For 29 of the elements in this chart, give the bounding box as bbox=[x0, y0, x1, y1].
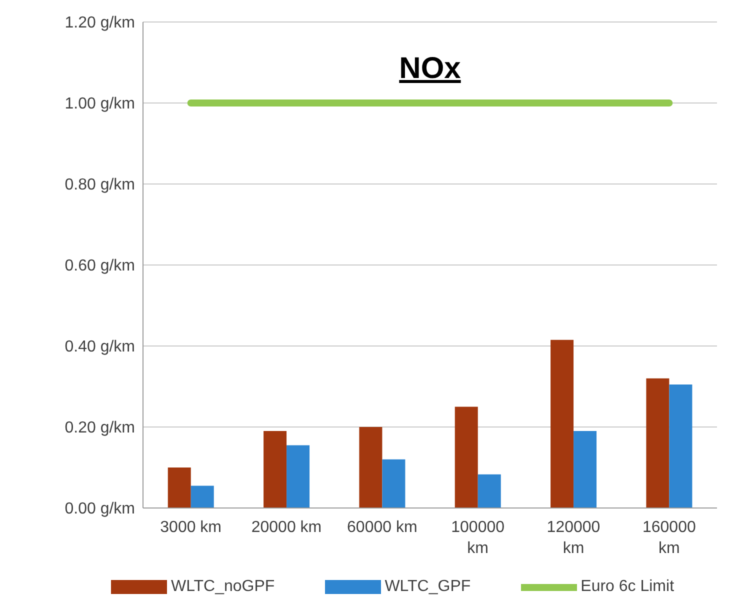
bar bbox=[550, 340, 574, 508]
bar bbox=[190, 486, 214, 508]
bar bbox=[669, 384, 692, 508]
y-tick-label: 1.20 g/km bbox=[64, 14, 135, 32]
y-tick-label: 0.60 g/km bbox=[64, 258, 135, 275]
y-tick-label: 0.00 g/km bbox=[64, 500, 135, 518]
x-tick-label: 160000 km bbox=[642, 519, 696, 557]
y-tick-label: 1.00 g/km bbox=[64, 96, 135, 113]
bar bbox=[646, 378, 670, 508]
x-tick-label: 20000 km bbox=[251, 519, 322, 536]
bar bbox=[382, 459, 406, 508]
bar bbox=[168, 468, 191, 508]
x-tick-label: 3000 km bbox=[160, 519, 222, 536]
bar bbox=[574, 431, 597, 508]
bar bbox=[454, 406, 478, 508]
bar bbox=[478, 474, 501, 508]
y-tick-label: 0.20 g/km bbox=[64, 420, 135, 437]
x-tick-label: 100000 km bbox=[451, 519, 505, 557]
x-tick-label: 120000 km bbox=[546, 519, 600, 557]
bar bbox=[359, 427, 382, 508]
bar bbox=[286, 445, 310, 508]
legend-label: WLTC_noGPF bbox=[170, 578, 275, 596]
bar bbox=[264, 431, 287, 508]
y-tick-label: 0.40 g/km bbox=[64, 338, 135, 356]
x-tick-label: 60000 km bbox=[347, 519, 418, 536]
legend-label: Euro 6c Limit bbox=[580, 578, 674, 596]
text: NOx bbox=[398, 52, 462, 86]
y-tick-label: 0.80 g/km bbox=[64, 176, 135, 194]
legend-label: WLTC_GPF bbox=[384, 578, 471, 596]
